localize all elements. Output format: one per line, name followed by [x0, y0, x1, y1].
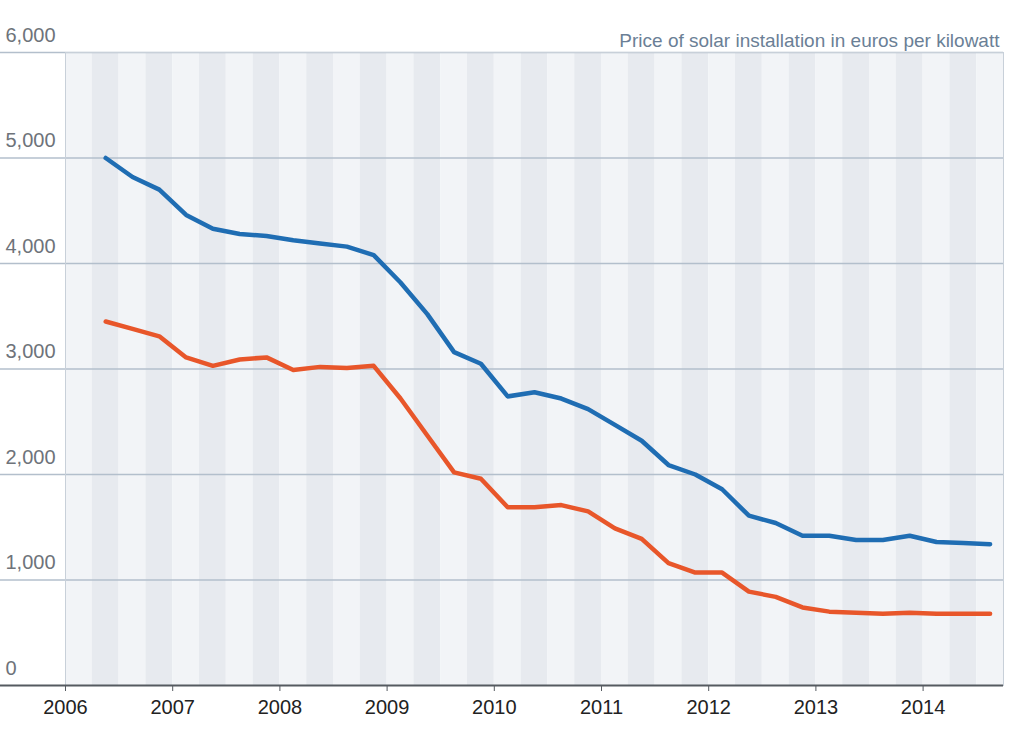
svg-text:2014: 2014 [901, 696, 946, 718]
svg-text:2007: 2007 [150, 696, 195, 718]
svg-text:2009: 2009 [365, 696, 410, 718]
svg-text:4,000: 4,000 [6, 235, 56, 257]
svg-text:2010: 2010 [472, 696, 517, 718]
svg-text:2011: 2011 [580, 696, 623, 718]
svg-text:0: 0 [6, 657, 17, 679]
svg-text:2008: 2008 [258, 696, 303, 718]
svg-text:2012: 2012 [686, 696, 731, 718]
svg-text:Price of solar installation in: Price of solar installation in euros per… [619, 30, 1000, 51]
svg-text:1,000: 1,000 [6, 551, 56, 573]
svg-text:2013: 2013 [794, 696, 839, 718]
svg-text:3,000: 3,000 [6, 340, 56, 362]
svg-text:2006: 2006 [43, 696, 88, 718]
svg-text:5,000: 5,000 [6, 129, 56, 151]
svg-text:2,000: 2,000 [6, 446, 56, 468]
svg-text:6,000: 6,000 [6, 24, 56, 46]
